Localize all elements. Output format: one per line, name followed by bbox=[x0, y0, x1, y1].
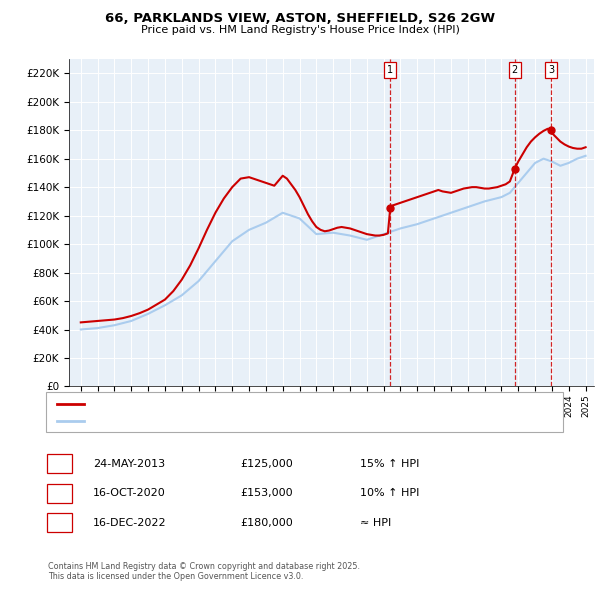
Text: 3: 3 bbox=[548, 65, 554, 76]
Text: 2: 2 bbox=[56, 489, 63, 498]
Text: £125,000: £125,000 bbox=[240, 459, 293, 468]
Text: 2: 2 bbox=[512, 65, 518, 76]
Text: ≈ HPI: ≈ HPI bbox=[360, 518, 391, 527]
Text: 66, PARKLANDS VIEW, ASTON, SHEFFIELD, S26 2GW (semi-detached house): 66, PARKLANDS VIEW, ASTON, SHEFFIELD, S2… bbox=[89, 400, 449, 409]
Text: 15% ↑ HPI: 15% ↑ HPI bbox=[360, 459, 419, 468]
Text: 66, PARKLANDS VIEW, ASTON, SHEFFIELD, S26 2GW: 66, PARKLANDS VIEW, ASTON, SHEFFIELD, S2… bbox=[105, 12, 495, 25]
Text: Contains HM Land Registry data © Crown copyright and database right 2025.
This d: Contains HM Land Registry data © Crown c… bbox=[48, 562, 360, 581]
Text: 1: 1 bbox=[56, 459, 63, 468]
Text: 16-OCT-2020: 16-OCT-2020 bbox=[93, 489, 166, 498]
Text: 3: 3 bbox=[56, 518, 63, 527]
Text: 16-DEC-2022: 16-DEC-2022 bbox=[93, 518, 167, 527]
Text: 24-MAY-2013: 24-MAY-2013 bbox=[93, 459, 165, 468]
Text: 1: 1 bbox=[387, 65, 393, 76]
Text: £180,000: £180,000 bbox=[240, 518, 293, 527]
Text: Price paid vs. HM Land Registry's House Price Index (HPI): Price paid vs. HM Land Registry's House … bbox=[140, 25, 460, 35]
Text: £153,000: £153,000 bbox=[240, 489, 293, 498]
Text: HPI: Average price, semi-detached house, Rotherham: HPI: Average price, semi-detached house,… bbox=[89, 417, 344, 426]
Text: 10% ↑ HPI: 10% ↑ HPI bbox=[360, 489, 419, 498]
